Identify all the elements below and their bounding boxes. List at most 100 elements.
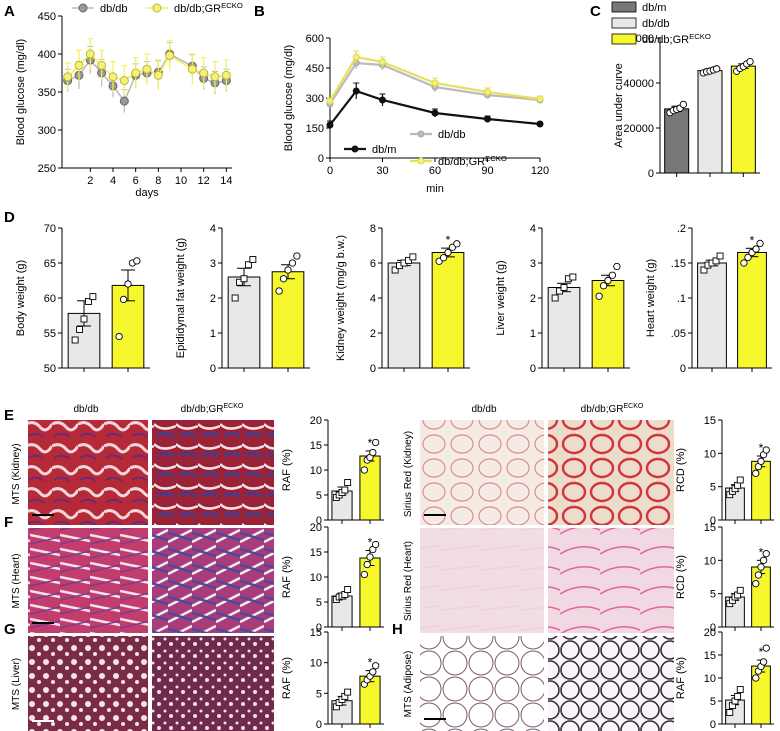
data-point [84,298,92,305]
y-tick-label: 50 [44,363,56,375]
panel-letter-c: C [590,3,601,20]
data-point [371,662,380,670]
y-tick-label: 0 [316,622,322,634]
histology-sirius-kidney-dbdb [420,420,544,525]
legend-label-text: db/db;GR [174,3,221,15]
legend-label: db/db;GRECKO [642,32,711,46]
bar [737,252,767,369]
y-tick-label: 0 [530,363,536,375]
y-axis-label: Kidney weight (mg/g b.w.) [335,235,347,361]
x-tick-label: 8 [155,175,161,187]
y-tick-label: 20 [310,522,322,534]
series-line [329,89,541,126]
y-axis-label: RAF (%) [675,657,687,699]
chart-e_rcd: 0 5 10 15 RCD (%) * [675,415,774,527]
data-point [599,282,608,290]
data-point [240,275,248,283]
row-label-mts-liver: MTS (Liver) [11,658,22,710]
histology-mts-adipose-dbdb [420,636,544,731]
y-tick-label: 0 [370,363,376,375]
legend-marker [351,145,359,153]
bar [664,108,690,174]
bar [697,262,727,369]
chart-e_raf: 0 5 10 15 20 RAF (%) * [281,415,384,527]
img-col-header-left-2: db/db;GRECKO [181,403,244,415]
panel-letter-d: D [4,209,15,226]
data-point [371,540,380,549]
data-point [613,262,621,271]
y-tick-label: 10 [310,658,322,670]
chart-b: 0 150 300 450 600 Blood glucose (mg/dl) 0 30 60 9… [283,33,549,195]
y-tick-label: 55 [44,328,56,340]
legend-swatch [611,33,637,45]
y-tick-label: 15 [310,627,322,639]
x-tick-label: 30 [376,165,388,177]
y-tick-label: 20 [704,627,716,639]
data-point [736,476,744,484]
panel-letter-a: A [4,3,15,20]
series-line [329,55,541,102]
y-axis-label: RCD (%) [675,448,687,492]
data-point [756,239,764,248]
y-tick-label: 10 [704,673,716,685]
data-point [754,571,763,579]
y-tick-label: 10 [704,555,716,567]
data-point [536,120,544,128]
data-point [736,686,744,693]
y-axis-label: Blood glucose (mg/dl) [15,39,27,145]
y-tick-label: 5 [710,589,716,601]
y-tick-label: 15 [310,547,322,559]
data-point [608,271,617,279]
y-tick-label: .05 [671,328,686,340]
bar [431,252,465,369]
y-tick-label: 2 [530,293,536,305]
y-tick-label: 60 [44,293,56,305]
legend-marker [417,157,425,165]
significance-star: * [368,536,373,550]
panel-letter-b: B [254,3,265,20]
data-point [439,254,448,262]
histology-mts-liver-dbdb [28,636,148,731]
y-tick-label: 10 [310,572,322,584]
legend-label: db/db;GRECKO [438,154,507,168]
y-tick-label: 20000 [623,123,654,135]
legend-swatch [611,17,637,29]
x-tick-label: 12 [198,175,210,187]
data-point [97,60,107,70]
chart-d3: 0 2 4 6 8 Kidney weight (mg/g b.w.) * [335,223,470,375]
data-point [595,292,603,300]
y-tick-label: 450 [38,11,56,23]
y-tick-label: 1 [530,328,536,340]
y-tick-label: 0 [316,515,322,527]
data-point [759,556,768,564]
data-point [740,259,748,267]
x-tick-label: 0 [327,165,333,177]
data-point [360,570,369,579]
significance-star: * [368,656,373,670]
data-point [484,115,491,123]
histology-mts-adipose-gr [548,636,674,731]
x-tick-label: 2 [87,175,93,187]
y-tick-label: 2 [210,293,216,305]
bar [730,65,756,174]
data-point [341,486,349,494]
histology-mts-heart-gr [152,528,274,633]
data-point [89,293,97,301]
y-tick-label: 65 [44,258,56,270]
y-axis-label: RAF (%) [281,556,293,598]
significance-star: * [759,545,764,559]
bar [359,455,381,521]
data-point [244,261,252,269]
data-point [759,658,768,666]
x-tick-label: 4 [110,175,116,187]
y-tick-label: 600 [306,33,324,45]
data-point [131,68,141,78]
y-tick-label: 5 [316,597,322,609]
data-point [752,674,760,682]
y-tick-label: 300 [306,93,324,105]
data-point [275,287,283,295]
bar [359,557,381,628]
y-tick-label: 15 [310,440,322,452]
data-point [744,253,752,262]
